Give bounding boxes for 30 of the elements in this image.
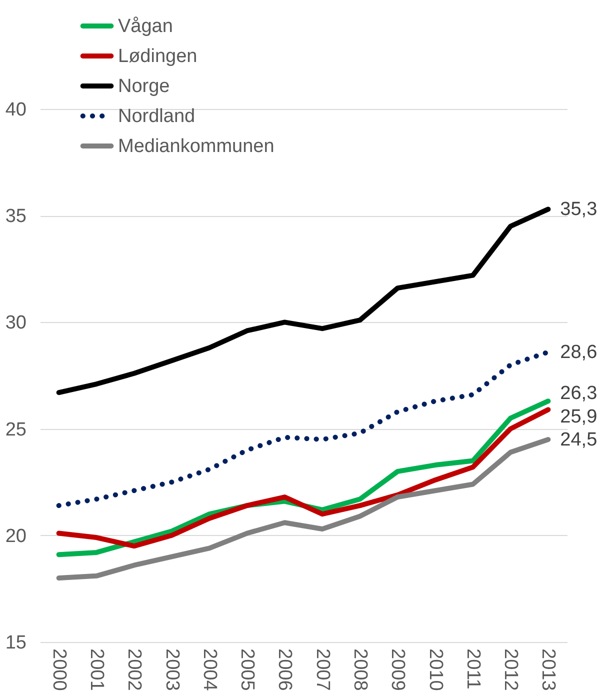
x-tick-label: 2011 <box>462 648 484 690</box>
y-tick-label: 15 <box>5 632 26 654</box>
data-label: 25,9 <box>560 406 598 428</box>
legend-label: Lødingen <box>118 46 198 67</box>
x-tick-label: 2012 <box>500 648 522 691</box>
x-tick-label: 2005 <box>236 648 258 691</box>
y-tick-label: 35 <box>5 206 26 228</box>
x-tick-label: 2000 <box>48 648 70 691</box>
data-label: 24,5 <box>560 429 598 450</box>
legend-label: Norge <box>118 76 170 97</box>
x-tick-label: 2003 <box>161 648 182 691</box>
legend-label: Mediankommunen <box>118 136 274 157</box>
x-tick-label: 2009 <box>387 648 408 691</box>
data-label: 28,6 <box>560 342 598 364</box>
legend-label: Vågan <box>118 16 173 37</box>
x-tick-label: 2004 <box>198 648 220 692</box>
x-tick-label: 2010 <box>424 648 446 691</box>
data-label: 35,3 <box>560 199 598 220</box>
y-tick-label: 20 <box>5 526 26 547</box>
x-tick-label: 2001 <box>86 648 107 691</box>
x-tick-label: 2002 <box>124 648 145 691</box>
x-tick-label: 2013 <box>538 648 559 691</box>
data-label: 26,3 <box>560 383 598 404</box>
x-tick-label: 2007 <box>312 648 333 691</box>
legend-label: Nordland <box>118 106 196 127</box>
x-tick-label: 2006 <box>274 648 296 691</box>
y-tick-label: 40 <box>5 100 26 120</box>
y-tick-label: 25 <box>5 419 26 440</box>
y-tick-label: 30 <box>5 312 26 334</box>
x-tick-label: 2008 <box>349 648 370 691</box>
